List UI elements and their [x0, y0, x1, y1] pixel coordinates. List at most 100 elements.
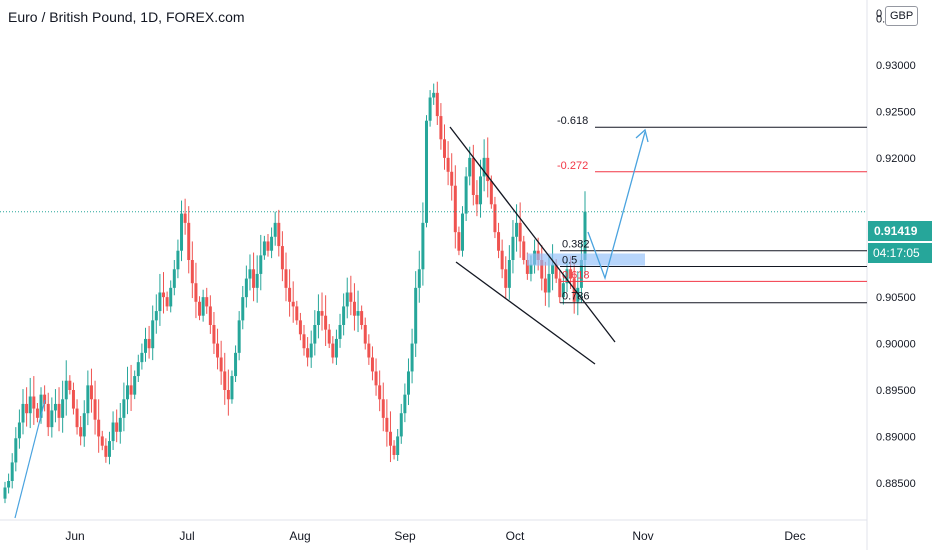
- candle-body: [572, 278, 576, 302]
- candle-body: [295, 306, 299, 321]
- time-tick-label: Jun: [65, 529, 84, 543]
- time-tick-label: Oct: [506, 529, 525, 543]
- candle-body: [468, 157, 472, 177]
- candle-body: [313, 325, 317, 344]
- candle-body: [306, 348, 310, 358]
- time-tick-label: Nov: [632, 529, 653, 543]
- candle-body: [392, 445, 396, 455]
- candle-body: [208, 306, 212, 325]
- time-tick-label: Sep: [394, 529, 416, 543]
- candle-body: [111, 422, 115, 442]
- price-tick-label: 0.92500: [876, 106, 916, 118]
- candle-body: [136, 362, 140, 377]
- candle-body: [464, 176, 468, 214]
- candle-body: [21, 403, 25, 423]
- candle-body: [453, 185, 457, 233]
- candle-body: [46, 403, 50, 428]
- candle-body: [154, 311, 158, 321]
- candle-body: [331, 343, 335, 358]
- candle-body: [194, 283, 198, 302]
- candle-body: [525, 260, 529, 274]
- candle-body: [122, 399, 126, 418]
- candle-body: [579, 260, 583, 288]
- candle-body: [414, 287, 418, 344]
- price-tick-label: 0.90500: [876, 292, 916, 304]
- candle-body: [147, 338, 151, 349]
- price-tick-label: 0.89500: [876, 385, 916, 397]
- candle-body: [198, 301, 202, 316]
- candle-body: [284, 269, 288, 288]
- time-axis[interactable]: Jun Jul Aug Sep Oct Nov Dec: [65, 529, 805, 543]
- candle-body: [35, 408, 39, 418]
- candle-body: [554, 264, 558, 279]
- candle-body: [187, 222, 191, 260]
- candle-body: [280, 246, 284, 270]
- candle-body: [388, 431, 392, 446]
- candle-body: [288, 287, 292, 302]
- candle-body: [190, 260, 194, 284]
- candle-body: [97, 419, 101, 437]
- candle-body: [176, 250, 180, 270]
- candle-body: [406, 371, 410, 395]
- candle-body: [298, 320, 302, 335]
- time-tick-label: Jul: [179, 529, 194, 543]
- candle-body: [61, 399, 65, 418]
- candle-body: [518, 222, 522, 242]
- candle-body: [43, 394, 47, 404]
- candle-body: [435, 92, 439, 117]
- fib-level-label: 0.618: [562, 269, 590, 281]
- candle-body: [500, 250, 504, 270]
- candle-body: [493, 204, 497, 233]
- candle-body: [104, 445, 108, 457]
- candle-body: [497, 232, 501, 251]
- candle-body: [342, 306, 346, 325]
- candle-body: [309, 343, 313, 358]
- forecast-path[interactable]: [587, 131, 646, 281]
- candle-body: [302, 334, 306, 349]
- candle-body: [143, 338, 147, 353]
- candle-body: [439, 116, 443, 140]
- last-price-tag: 0.91419: [868, 221, 932, 241]
- symbol-title[interactable]: Euro / British Pound, 1D, FOREX.com: [8, 9, 245, 25]
- time-tick-label: Aug: [289, 529, 310, 543]
- candle-body: [316, 311, 320, 325]
- candle-body: [25, 403, 29, 414]
- candle-body: [421, 222, 425, 270]
- candle-body: [241, 297, 245, 321]
- wedge-lower-trendline[interactable]: [455, 261, 596, 365]
- fib-level-label: 0.382: [562, 239, 590, 251]
- candle-body: [212, 325, 216, 344]
- candle-body: [172, 269, 176, 288]
- candle-body: [237, 320, 241, 353]
- candle-body: [540, 260, 544, 279]
- fib-level-label: 0.786: [562, 291, 590, 303]
- candle-body: [158, 292, 162, 312]
- candle-body: [576, 287, 580, 302]
- candle-body: [244, 278, 248, 298]
- wedge-upper-trendline[interactable]: [449, 126, 616, 343]
- candle-body: [378, 385, 382, 400]
- candle-body: [3, 487, 7, 499]
- candle-body: [482, 157, 486, 177]
- candle-body: [356, 311, 360, 316]
- candle-body: [162, 292, 166, 298]
- candle-body: [507, 260, 511, 288]
- candle-body: [367, 343, 371, 358]
- early-trend-line[interactable]: [14, 399, 46, 519]
- candle-body: [107, 441, 111, 457]
- candle-body: [551, 264, 555, 274]
- candle-body: [266, 241, 270, 251]
- candles-group: [3, 81, 587, 504]
- candle-body: [252, 269, 256, 288]
- candle-body: [410, 343, 414, 372]
- candle-body: [230, 376, 234, 400]
- candle-body: [14, 438, 18, 463]
- candle-body: [118, 417, 122, 432]
- candle-body: [270, 236, 274, 251]
- currency-badge[interactable]: GBP: [885, 6, 919, 26]
- candle-body: [10, 462, 14, 481]
- candle-body: [7, 481, 11, 488]
- candle-body: [489, 181, 493, 205]
- candle-body: [216, 343, 220, 358]
